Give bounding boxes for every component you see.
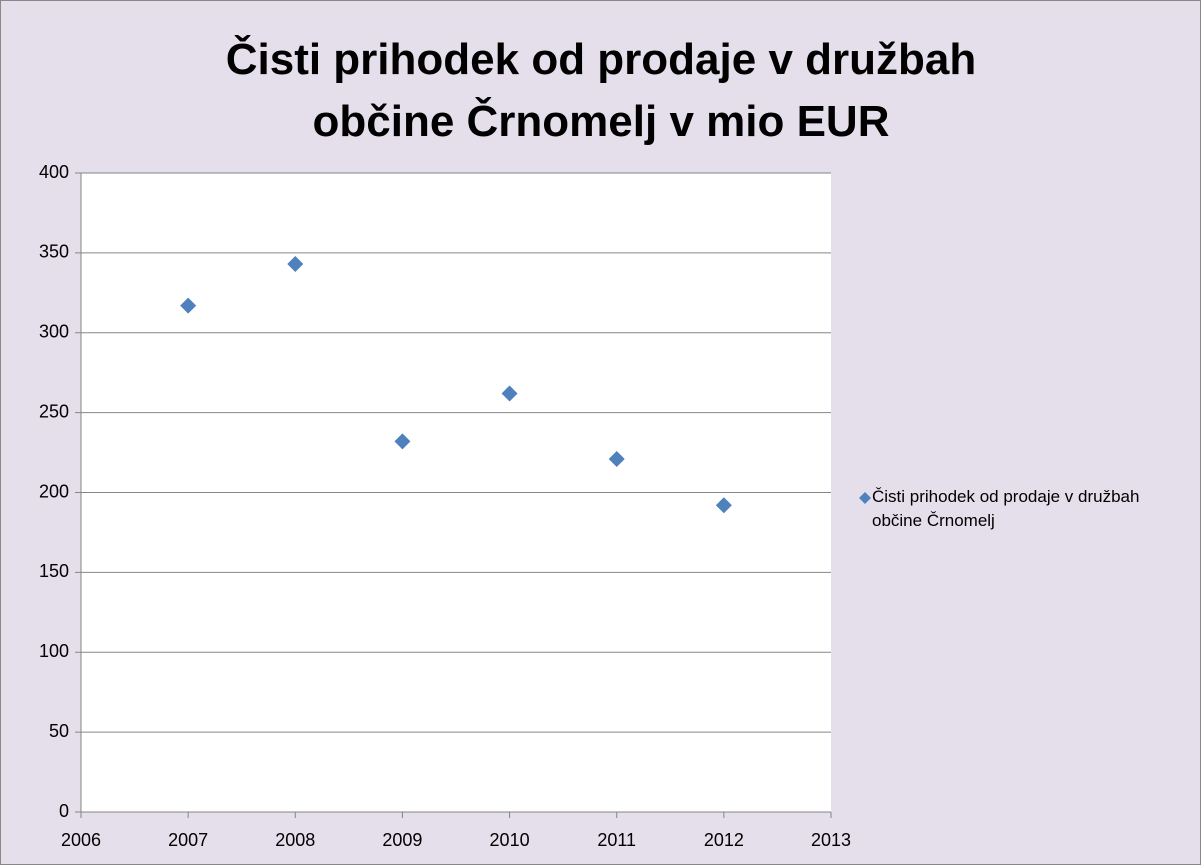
y-tick-label: 50 <box>49 721 69 741</box>
x-tick-label: 2012 <box>704 830 744 850</box>
point <box>501 385 518 402</box>
point <box>715 497 732 514</box>
y-tick-label: 200 <box>39 481 69 501</box>
legend: Čisti prihodek od prodaje v družbah obči… <box>858 485 1193 533</box>
x-tick-label: 2006 <box>61 830 101 850</box>
y-tick-label: 100 <box>39 641 69 661</box>
x-tick-label: 2008 <box>275 830 315 850</box>
legend-label: Čisti prihodek od prodaje v družbah obči… <box>872 487 1140 530</box>
y-tick-label: 300 <box>39 322 69 342</box>
y-tick-label: 350 <box>39 242 69 262</box>
y-tick-label: 0 <box>59 801 69 821</box>
x-tick-label: 2009 <box>382 830 422 850</box>
legend-marker <box>859 492 871 504</box>
x-tick-label: 2010 <box>490 830 530 850</box>
point <box>287 256 304 273</box>
y-tick-label: 250 <box>39 401 69 421</box>
y-tick-label: 150 <box>39 561 69 581</box>
x-tick-label: 2011 <box>597 830 636 850</box>
point <box>394 433 411 450</box>
point <box>180 297 197 314</box>
x-tick-label: 2013 <box>811 830 851 850</box>
point <box>608 450 625 467</box>
y-tick-label: 400 <box>39 162 69 182</box>
legend-key <box>859 492 871 504</box>
x-tick-label: 2007 <box>168 830 208 850</box>
chart-title: Čisti prihodek od prodaje v družbah obči… <box>225 35 977 146</box>
